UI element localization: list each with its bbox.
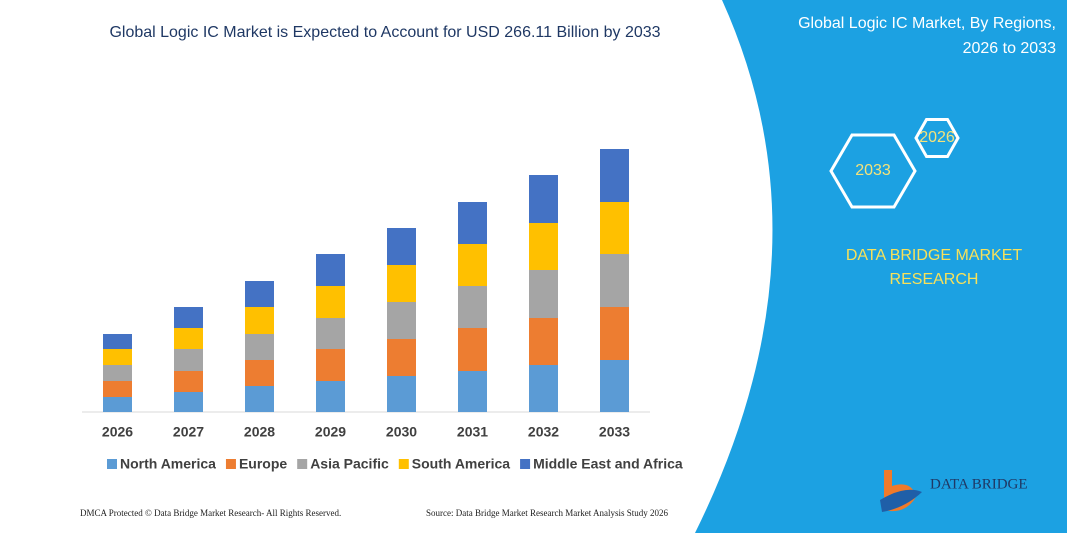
x-tick-label: 2026 [102, 424, 133, 440]
bar-segment [245, 386, 274, 412]
x-tick-label: 2028 [244, 424, 275, 440]
bar-segment [529, 175, 558, 223]
bar-segment [600, 307, 629, 360]
bar-segment [387, 339, 416, 376]
bar-segment [245, 281, 274, 307]
x-tick-label: 2031 [457, 424, 488, 440]
logo: DATA BRIDGE [880, 470, 1028, 512]
bar-segment [103, 365, 132, 381]
bar-segment [387, 265, 416, 302]
hex-label: 2026 [919, 129, 955, 146]
bar-segment [245, 334, 274, 360]
legend-label: South America [412, 456, 510, 472]
logo-text: DATA BRIDGE [930, 476, 1028, 492]
bar-segment [600, 254, 629, 307]
hex-label: 2033 [855, 162, 891, 179]
bar-segment [103, 381, 132, 397]
bar-segment [529, 223, 558, 270]
bar-segment [600, 149, 629, 202]
bar-segment [245, 307, 274, 334]
legend-label: Asia Pacific [310, 456, 389, 472]
brand-text: RESEARCH [890, 271, 979, 288]
side-panel [695, 0, 1067, 533]
x-tick-label: 2033 [599, 424, 630, 440]
bar-segment [529, 318, 558, 365]
legend-label: Europe [239, 456, 287, 472]
legend-swatch [398, 459, 409, 469]
bar-segment [458, 244, 487, 286]
x-tick-label: 2030 [386, 424, 417, 440]
bar-segment [458, 202, 487, 244]
bar-segment [387, 302, 416, 339]
bar-segment [387, 376, 416, 412]
bar-segment [600, 202, 629, 254]
bar-segment [316, 286, 345, 318]
bar-segment [316, 318, 345, 349]
x-tick-label: 2027 [173, 424, 204, 440]
bar-segment [316, 349, 345, 381]
bar-segment [529, 270, 558, 318]
legend-label: North America [120, 456, 216, 472]
bar-segment [316, 254, 345, 286]
hexagon [829, 133, 917, 209]
bar-segment [174, 371, 203, 392]
bar-segment [245, 360, 274, 386]
chart-title: Global Logic IC Market is Expected to Ac… [109, 24, 660, 41]
bar-segment [458, 286, 487, 328]
footer-text: Source: Data Bridge Market Research Mark… [426, 508, 668, 518]
bar-segment [458, 328, 487, 371]
legend-swatch [297, 459, 308, 469]
legend-label: Middle East and Africa [533, 456, 683, 472]
x-tick-label: 2029 [315, 424, 346, 440]
bar-segment [103, 349, 132, 365]
bar-segment [103, 334, 132, 349]
legend-swatch [520, 459, 531, 469]
bar-segment [316, 381, 345, 412]
bar-segment [387, 228, 416, 265]
bar-segment [600, 360, 629, 412]
bar-segment [174, 328, 203, 349]
logo-mark [880, 489, 922, 512]
bar-segment [174, 392, 203, 412]
hexagon [914, 118, 960, 158]
legend-swatch [225, 459, 236, 469]
panel-title: 2026 to 2033 [963, 40, 1057, 57]
brand-text: DATA BRIDGE MARKET [846, 247, 1023, 264]
bar-segment [174, 307, 203, 328]
panel-title: Global Logic IC Market, By Regions, [798, 15, 1056, 32]
x-tick-label: 2032 [528, 424, 559, 440]
bar-segment [103, 397, 132, 412]
bar-segment [174, 349, 203, 371]
legend-swatch [107, 459, 117, 469]
footer-text: DMCA Protected © Data Bridge Market Rese… [80, 508, 341, 518]
bar-segment [529, 365, 558, 412]
bar-segment [458, 371, 487, 412]
